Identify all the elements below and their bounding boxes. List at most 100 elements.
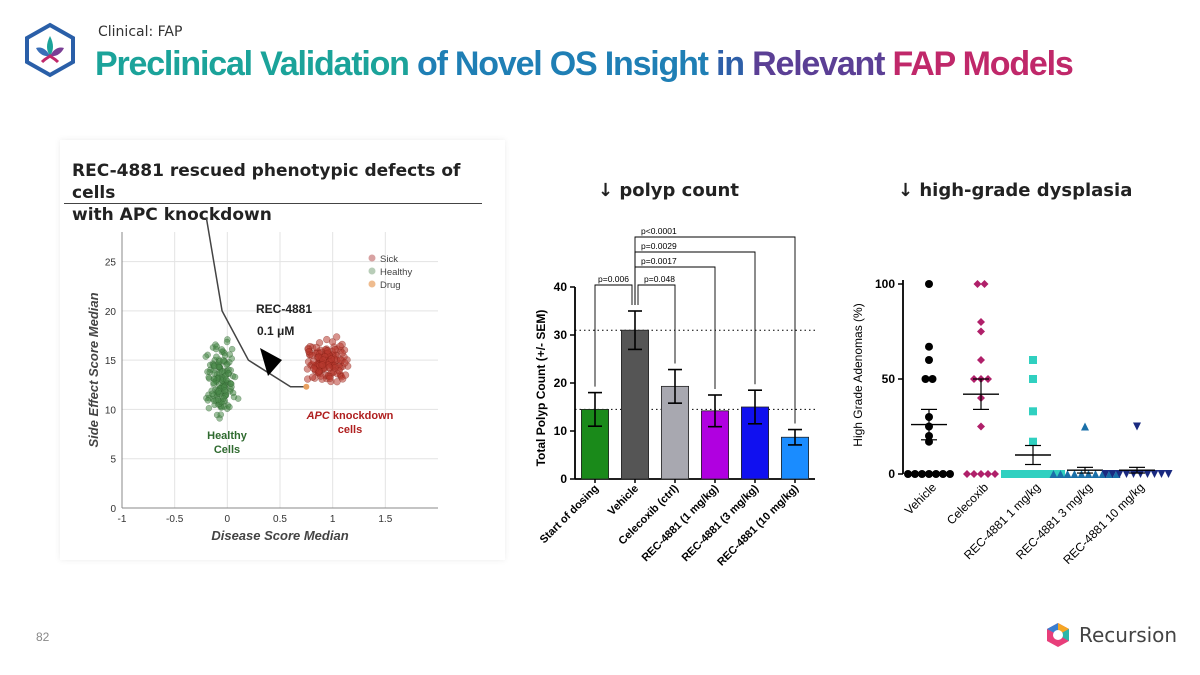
pvalue-label: p<0.0001	[641, 226, 677, 236]
data-point	[977, 318, 985, 326]
y-tick-label: 0	[560, 472, 567, 486]
healthy-label: Cells	[214, 444, 240, 456]
healthy-point	[231, 373, 239, 381]
y-tick-label: 0	[110, 504, 116, 515]
healthy-point	[222, 376, 230, 383]
healthy-point	[209, 390, 216, 398]
y-tick-label: 40	[554, 280, 568, 294]
sick-point	[318, 361, 326, 369]
title-part: Preclinical	[95, 45, 253, 83]
data-point	[1063, 470, 1072, 478]
pvalue-bracket	[637, 284, 676, 364]
legend-label: Healthy	[380, 267, 412, 278]
panel-divider	[64, 203, 482, 204]
healthy-point	[214, 396, 222, 404]
dysplasia-dot-chart: 0 50 100 High Grade Adenomas (%) Vehicle Cele…	[851, 277, 1173, 567]
brand-logo: Recursion	[1045, 620, 1177, 650]
legend-label: Drug	[380, 280, 401, 291]
x-tick-label: REC-4881 (10 mg/kg)	[715, 482, 801, 568]
brand-name: Recursion	[1079, 623, 1178, 647]
data-point	[991, 470, 999, 478]
x-tick-label: 0	[225, 514, 231, 525]
data-point	[1129, 470, 1138, 478]
data-point	[977, 356, 985, 364]
data-point	[1081, 422, 1089, 431]
healthy-point	[215, 363, 223, 371]
healthy-point	[226, 351, 233, 358]
healthy-point	[215, 388, 222, 395]
x-tick-label: -1	[118, 514, 127, 525]
data-point	[1133, 422, 1141, 431]
y-tick-label: 50	[882, 372, 896, 386]
y-tick-label: 20	[554, 376, 568, 390]
pvalue-label: p=0.0017	[641, 256, 677, 266]
sick-point	[326, 374, 334, 383]
healthy-point	[205, 374, 212, 381]
data-point	[928, 375, 937, 383]
y-axis-title: Total Polyp Count (+/- SEM)	[534, 310, 548, 467]
data-point	[1070, 470, 1079, 478]
y-tick-label: 30	[554, 328, 568, 342]
data-point	[1136, 470, 1145, 478]
pvalue-label: p=0.006	[598, 274, 629, 284]
legend-marker	[368, 280, 376, 288]
x-tick-label: Vehicle	[902, 480, 939, 517]
y-tick-label: 10	[554, 424, 568, 438]
x-tick-label: 0.5	[273, 514, 287, 525]
panel-title-line: with APC knockdown	[72, 205, 272, 225]
y-tick-label: 25	[105, 258, 117, 269]
sick-point	[327, 355, 335, 363]
data-point	[925, 356, 933, 364]
x-tick-label: 1	[330, 514, 336, 525]
healthy-point	[204, 397, 212, 404]
data-point	[911, 470, 919, 478]
data-point	[925, 280, 933, 288]
sick-point	[328, 338, 337, 346]
sick-point	[336, 342, 344, 350]
title-part: OS Insight	[549, 45, 709, 83]
data-point	[1029, 356, 1037, 364]
healthy-point	[230, 393, 238, 401]
data-point	[1043, 470, 1051, 478]
data-point	[1029, 407, 1037, 416]
y-tick-label: 5	[110, 455, 116, 466]
sick-point	[308, 373, 317, 381]
data-point	[977, 422, 985, 431]
data-point	[963, 470, 971, 478]
panel-title-line: REC-4881 rescued phenotypic defects of c…	[72, 161, 461, 203]
healthy-point	[204, 368, 211, 376]
healthy-point	[225, 370, 232, 377]
legend-label: Sick	[380, 254, 398, 265]
data-point	[1084, 470, 1093, 478]
data-point	[1157, 470, 1166, 478]
x-axis-title: Disease Score Median	[211, 528, 348, 543]
healthy-point	[228, 345, 236, 353]
y-tick-label: 100	[875, 277, 895, 291]
sick-point	[312, 343, 321, 352]
drug-point	[303, 383, 310, 390]
data-point	[939, 470, 947, 478]
data-point	[1036, 470, 1044, 478]
title-part: Validation	[260, 45, 410, 83]
pvalue-label: p=0.048	[644, 274, 675, 284]
data-point	[980, 280, 989, 288]
data-point	[904, 470, 912, 478]
data-point	[970, 470, 978, 478]
sick-label: APC knockdown	[306, 410, 394, 422]
sick-label: cells	[338, 424, 362, 436]
company-logo	[25, 22, 75, 78]
y-axis-title: High Grade Adenomas (%)	[851, 303, 865, 446]
x-tick-label: -0.5	[166, 514, 184, 525]
data-point	[1029, 470, 1037, 478]
x-tick-label: Celecoxib	[944, 480, 991, 527]
section-kicker: Clinical: FAP	[98, 24, 183, 40]
data-point	[1164, 470, 1173, 478]
pvalue-bracket	[634, 251, 756, 385]
legend-marker	[368, 254, 376, 262]
healthy-point	[220, 395, 227, 402]
healthy-point	[220, 357, 227, 364]
data-point	[977, 327, 985, 336]
data-point	[973, 280, 982, 288]
data-point	[1022, 470, 1030, 478]
healthy-point	[213, 353, 220, 361]
